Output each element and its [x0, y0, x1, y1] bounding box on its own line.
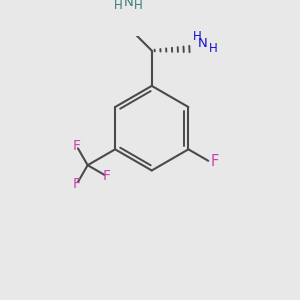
- Text: H: H: [114, 0, 123, 12]
- Text: H: H: [209, 42, 218, 56]
- Text: F: F: [73, 177, 81, 191]
- Text: F: F: [210, 154, 218, 169]
- Text: F: F: [73, 139, 81, 153]
- Text: H: H: [134, 0, 143, 12]
- Text: H: H: [193, 30, 202, 43]
- Text: N: N: [124, 0, 134, 9]
- Text: N: N: [198, 37, 208, 50]
- Text: F: F: [103, 169, 111, 183]
